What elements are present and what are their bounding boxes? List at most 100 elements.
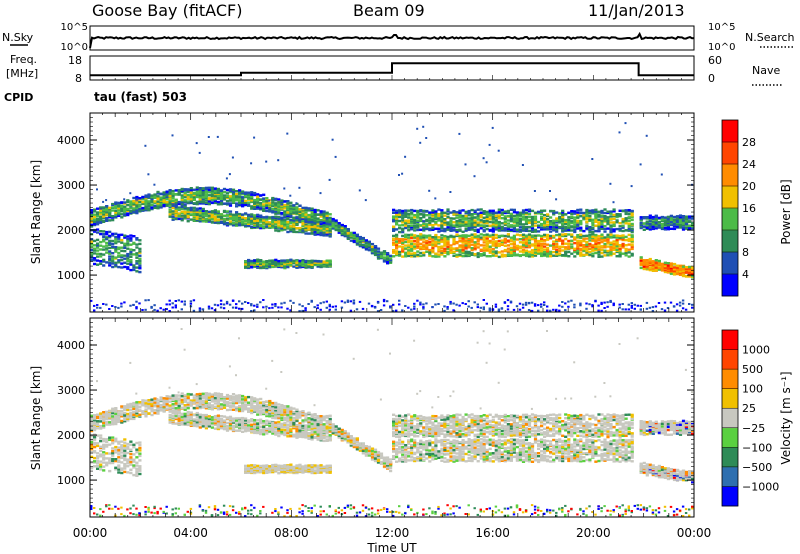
- echo-cell: [518, 217, 522, 221]
- echo-cell: [494, 211, 498, 214]
- echo-cell: [597, 234, 601, 238]
- echo-cell: [102, 421, 106, 425]
- noise-panel: N.Sky 10^5 10^0 10^5 10^0 N.Search: [2, 22, 795, 53]
- echo-cell: [117, 419, 121, 422]
- echo-cell: [446, 226, 450, 229]
- echo-cell: [283, 216, 287, 219]
- echo-cell: [111, 407, 115, 410]
- echo-cell: [576, 211, 580, 214]
- echo-cell: [286, 217, 290, 220]
- noise-cell: [253, 304, 256, 307]
- echo-cell: [213, 191, 217, 195]
- echo-cell: [168, 199, 172, 202]
- echo-cell: [159, 196, 163, 199]
- echo-cell: [485, 224, 489, 228]
- echo-cell: [579, 243, 583, 247]
- noise-cell: [675, 309, 679, 312]
- echo-cell: [431, 251, 435, 254]
- echo-cell: [512, 208, 516, 212]
- noise-cell: [419, 303, 422, 306]
- echo-cell: [503, 248, 507, 252]
- echo-cell: [449, 211, 453, 214]
- echo-cell: [627, 227, 631, 230]
- echo-cell: [352, 231, 356, 235]
- echo-cell: [147, 202, 151, 205]
- echo-cell: [464, 254, 468, 258]
- echo-cell: [672, 262, 677, 266]
- echo-cell: [524, 239, 529, 242]
- echo-cell: [120, 249, 124, 253]
- echo-cell: [358, 240, 362, 244]
- echo-cell: [129, 252, 133, 256]
- echo-cell: [609, 221, 613, 224]
- noise-cell: [111, 507, 114, 510]
- echo-cell: [585, 237, 589, 240]
- echo-cell: [494, 226, 498, 229]
- echo-cell: [512, 238, 516, 241]
- echo-cell: [663, 223, 667, 226]
- noise-cell: [419, 301, 422, 304]
- echo-cell: [141, 208, 145, 211]
- echo-cell: [688, 224, 692, 228]
- echo-cell: [564, 220, 568, 223]
- echo-cell: [533, 215, 538, 218]
- echo-cell: [262, 193, 266, 196]
- echo-cell: [138, 204, 142, 207]
- echo-cell: [256, 219, 260, 222]
- echo-cell: [147, 196, 151, 200]
- noise-cell: [99, 508, 102, 511]
- echo-cell: [461, 254, 465, 258]
- echo-cell: [533, 238, 538, 241]
- echo-cell: [500, 250, 504, 253]
- echo-cell: [573, 225, 577, 229]
- echo-cell: [555, 253, 559, 256]
- echo-cell: [222, 191, 227, 194]
- echo-cell: [518, 241, 522, 244]
- echo-cell: [591, 252, 595, 255]
- echo-cell: [555, 248, 559, 251]
- echo-cell: [93, 421, 97, 424]
- echo-cell: [630, 244, 634, 247]
- echo-cell: [343, 227, 347, 230]
- sparse-cell: [416, 127, 419, 130]
- echo-cell: [585, 240, 589, 244]
- echo-cell: [274, 260, 278, 264]
- echo-cell: [609, 212, 613, 215]
- echo-cell: [331, 223, 335, 226]
- echo-cell: [120, 204, 124, 208]
- noise-cell: [231, 299, 235, 302]
- echo-cell: [524, 234, 529, 237]
- echo-cell: [195, 202, 199, 206]
- echo-cell: [543, 235, 547, 238]
- echo-cell: [443, 240, 447, 244]
- noise-cell: [386, 300, 389, 303]
- echo-cell: [527, 250, 532, 253]
- echo-cell: [691, 270, 695, 273]
- echo-cell: [96, 246, 100, 249]
- echo-cell: [241, 197, 245, 200]
- echo-cell: [416, 222, 420, 225]
- echo-cell: [645, 263, 649, 267]
- echo-cell: [108, 261, 112, 265]
- echo-cell: [256, 261, 260, 265]
- echo-cell: [117, 449, 121, 452]
- freq-left-tick-bottom: 8: [75, 72, 82, 85]
- echo-cell: [630, 227, 634, 230]
- echo-cell: [639, 262, 643, 265]
- echo-cell: [247, 204, 251, 207]
- echo-cell: [491, 247, 495, 251]
- echo-cell: [289, 228, 293, 232]
- echo-cell: [250, 259, 254, 263]
- sparse-cell: [549, 190, 551, 192]
- echo-cell: [603, 230, 607, 233]
- echo-cell: [96, 263, 100, 266]
- echo-cell: [506, 229, 510, 232]
- echo-cell: [126, 242, 130, 245]
- noise-cell: [437, 303, 440, 305]
- noise-cell: [567, 305, 570, 308]
- echo-cell: [259, 218, 263, 221]
- noise-cell: [304, 307, 307, 310]
- echo-cell: [425, 218, 429, 222]
- echo-cell: [404, 255, 408, 258]
- echo-cell: [382, 252, 387, 255]
